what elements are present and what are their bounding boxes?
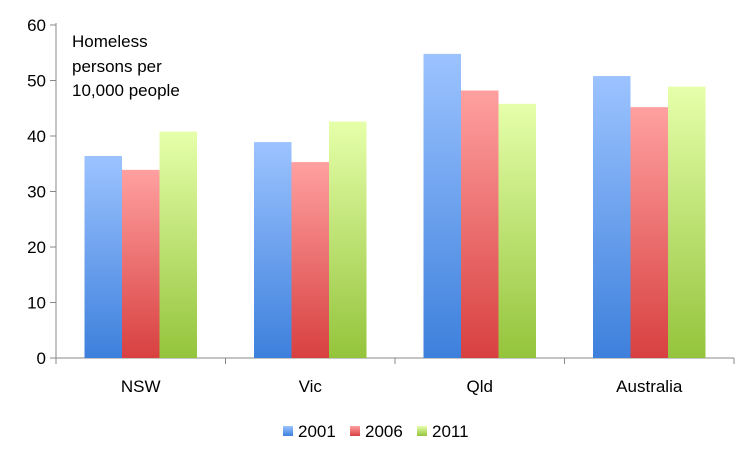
- bar-australia-2006: [630, 107, 668, 358]
- annotation-line-1: Homeless: [72, 32, 148, 51]
- y-tick-label: 50: [27, 72, 46, 91]
- x-axis: [55, 357, 735, 364]
- category-label: NSW: [121, 377, 161, 396]
- category-label: Qld: [467, 377, 493, 396]
- y-tick-label: 20: [27, 238, 46, 257]
- bar-australia-2001: [593, 76, 631, 358]
- bar-qld-2001: [423, 53, 461, 359]
- bar-nsw-2001: [84, 155, 122, 358]
- legend: 2001 2006 2011: [283, 422, 469, 441]
- bar-australia-2011: [668, 86, 706, 358]
- category-label: Vic: [299, 377, 323, 396]
- legend-swatch: [350, 426, 360, 436]
- y-tick-label: 30: [27, 183, 46, 202]
- bar-qld-2006: [461, 90, 499, 359]
- bar-vic-2001: [254, 142, 292, 358]
- bars: [84, 53, 706, 359]
- legend-label: 2006: [365, 422, 403, 441]
- bar-vic-2011: [329, 121, 367, 358]
- legend-swatch: [417, 426, 427, 436]
- legend-label: 2001: [298, 422, 336, 441]
- category-label: Australia: [616, 377, 683, 396]
- category-labels: NSW Vic Qld Australia: [121, 377, 683, 396]
- y-axis: 0 10 20 30 40 50 60: [27, 16, 57, 368]
- y-tick-label: 60: [27, 16, 46, 35]
- legend-swatch: [283, 426, 293, 436]
- bar-qld-2011: [498, 103, 536, 358]
- y-tick-label: 40: [27, 127, 46, 146]
- bar-nsw-2011: [159, 131, 197, 358]
- legend-label: 2011: [432, 422, 469, 441]
- annotation-line-3: 10,000 people: [72, 81, 180, 100]
- y-tick-label: 0: [37, 349, 46, 368]
- y-tick-label: 10: [27, 294, 46, 313]
- bar-nsw-2006: [122, 169, 160, 358]
- bar-vic-2006: [291, 162, 329, 358]
- annotation-line-2: persons per: [72, 57, 162, 76]
